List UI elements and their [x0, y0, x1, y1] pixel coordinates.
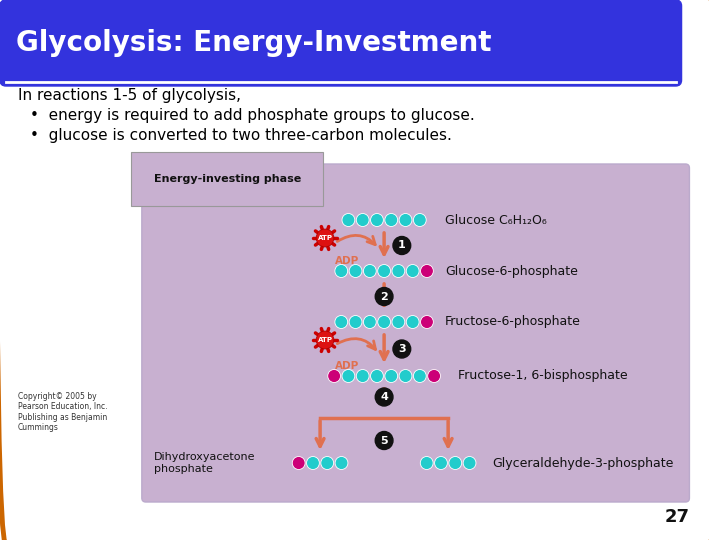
Circle shape: [328, 369, 341, 382]
Circle shape: [378, 315, 390, 328]
Text: In reactions 1-5 of glycolysis,: In reactions 1-5 of glycolysis,: [18, 88, 240, 103]
Text: 1: 1: [398, 240, 405, 251]
Circle shape: [378, 265, 390, 278]
Text: 2: 2: [380, 292, 388, 301]
FancyArrowPatch shape: [337, 339, 376, 349]
Circle shape: [385, 369, 397, 382]
Text: ADP: ADP: [335, 256, 359, 266]
Text: 27: 27: [665, 508, 690, 526]
Circle shape: [385, 213, 397, 226]
Circle shape: [406, 265, 419, 278]
Circle shape: [321, 456, 333, 469]
Text: Energy-investing phase: Energy-investing phase: [153, 174, 301, 184]
Circle shape: [316, 229, 334, 247]
FancyBboxPatch shape: [142, 164, 690, 502]
Circle shape: [420, 315, 433, 328]
Circle shape: [375, 431, 393, 449]
Text: ATP: ATP: [318, 337, 333, 343]
Text: 4: 4: [380, 392, 388, 402]
Circle shape: [393, 340, 410, 358]
Circle shape: [349, 315, 362, 328]
Circle shape: [316, 331, 334, 349]
Circle shape: [420, 456, 433, 469]
Circle shape: [335, 315, 348, 328]
Text: ATP: ATP: [318, 235, 333, 241]
Circle shape: [371, 213, 383, 226]
Circle shape: [406, 315, 419, 328]
Circle shape: [399, 213, 412, 226]
Text: Fructose-1, 6-bisphosphate: Fructose-1, 6-bisphosphate: [458, 369, 628, 382]
Circle shape: [375, 388, 393, 406]
Circle shape: [392, 315, 405, 328]
Circle shape: [371, 369, 383, 382]
Circle shape: [420, 265, 433, 278]
Circle shape: [342, 369, 355, 382]
Text: Dihydroxyacetone
phosphate: Dihydroxyacetone phosphate: [153, 452, 255, 474]
Circle shape: [449, 456, 462, 469]
Text: Glyceraldehyde-3-phosphate: Glyceraldehyde-3-phosphate: [492, 456, 674, 469]
Circle shape: [435, 456, 447, 469]
Circle shape: [364, 265, 377, 278]
Circle shape: [292, 456, 305, 469]
FancyBboxPatch shape: [0, 0, 682, 86]
Circle shape: [399, 369, 412, 382]
Circle shape: [428, 369, 441, 382]
Circle shape: [364, 315, 377, 328]
Text: Copyright© 2005 by
Pearson Education, Inc.
Publishing as Benjamin
Cummings: Copyright© 2005 by Pearson Education, In…: [18, 392, 107, 432]
Circle shape: [413, 213, 426, 226]
Circle shape: [356, 369, 369, 382]
Text: ADP: ADP: [335, 361, 359, 371]
Circle shape: [393, 237, 410, 254]
Text: •  glucose is converted to two three-carbon molecules.: • glucose is converted to two three-carb…: [30, 128, 451, 143]
Circle shape: [375, 287, 393, 306]
FancyArrowPatch shape: [337, 235, 375, 245]
Circle shape: [413, 369, 426, 382]
Text: Fructose-6-phosphate: Fructose-6-phosphate: [445, 315, 581, 328]
Text: •  energy is required to add phosphate groups to glucose.: • energy is required to add phosphate gr…: [30, 108, 474, 123]
Circle shape: [356, 213, 369, 226]
Circle shape: [307, 456, 320, 469]
Text: Glycolysis: Energy-Investment: Glycolysis: Energy-Investment: [16, 29, 491, 57]
Circle shape: [392, 265, 405, 278]
Text: 3: 3: [398, 344, 405, 354]
Text: 5: 5: [380, 435, 388, 445]
Text: Glucose C₆H₁₂O₆: Glucose C₆H₁₂O₆: [445, 213, 547, 226]
Circle shape: [463, 456, 476, 469]
Circle shape: [335, 456, 348, 469]
Circle shape: [342, 213, 355, 226]
Circle shape: [349, 265, 362, 278]
Circle shape: [335, 265, 348, 278]
Text: Glucose-6-phosphate: Glucose-6-phosphate: [445, 265, 578, 278]
